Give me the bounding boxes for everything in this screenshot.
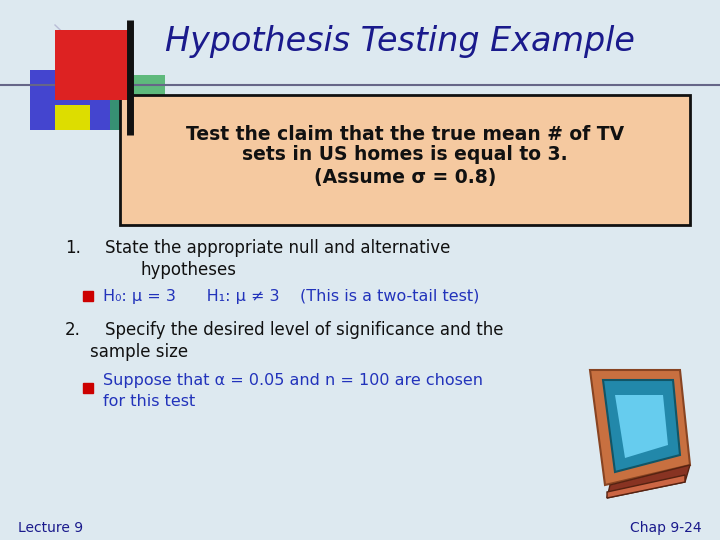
Polygon shape [603,380,680,472]
Text: 2.: 2. [65,321,81,339]
Text: State the appropriate null and alternative: State the appropriate null and alternati… [105,239,451,257]
Text: sets in US homes is equal to 3.: sets in US homes is equal to 3. [242,145,568,165]
Text: 1.: 1. [65,239,81,257]
Polygon shape [30,70,120,130]
Text: Lecture 9: Lecture 9 [18,521,83,535]
Text: Hypothesis Testing Example: Hypothesis Testing Example [165,25,635,58]
Text: Test the claim that the true mean # of TV: Test the claim that the true mean # of T… [186,125,624,145]
Text: Specify the desired level of significance and the: Specify the desired level of significanc… [105,321,503,339]
Text: Chap 9-24: Chap 9-24 [631,521,702,535]
Text: for this test: for this test [103,395,195,409]
Polygon shape [607,475,685,498]
Text: Suppose that α = 0.05 and n = 100 are chosen: Suppose that α = 0.05 and n = 100 are ch… [103,373,483,388]
Polygon shape [607,465,690,498]
FancyBboxPatch shape [120,95,690,225]
Polygon shape [615,395,668,458]
Polygon shape [55,105,90,130]
Text: sample size: sample size [90,343,188,361]
Text: hypotheses: hypotheses [140,261,236,279]
Polygon shape [55,30,130,100]
Text: H₀: μ = 3      H₁: μ ≠ 3    (This is a two-tail test): H₀: μ = 3 H₁: μ ≠ 3 (This is a two-tail … [103,288,480,303]
Text: (Assume σ = 0.8): (Assume σ = 0.8) [314,168,496,187]
Polygon shape [590,370,690,485]
Polygon shape [110,75,165,130]
